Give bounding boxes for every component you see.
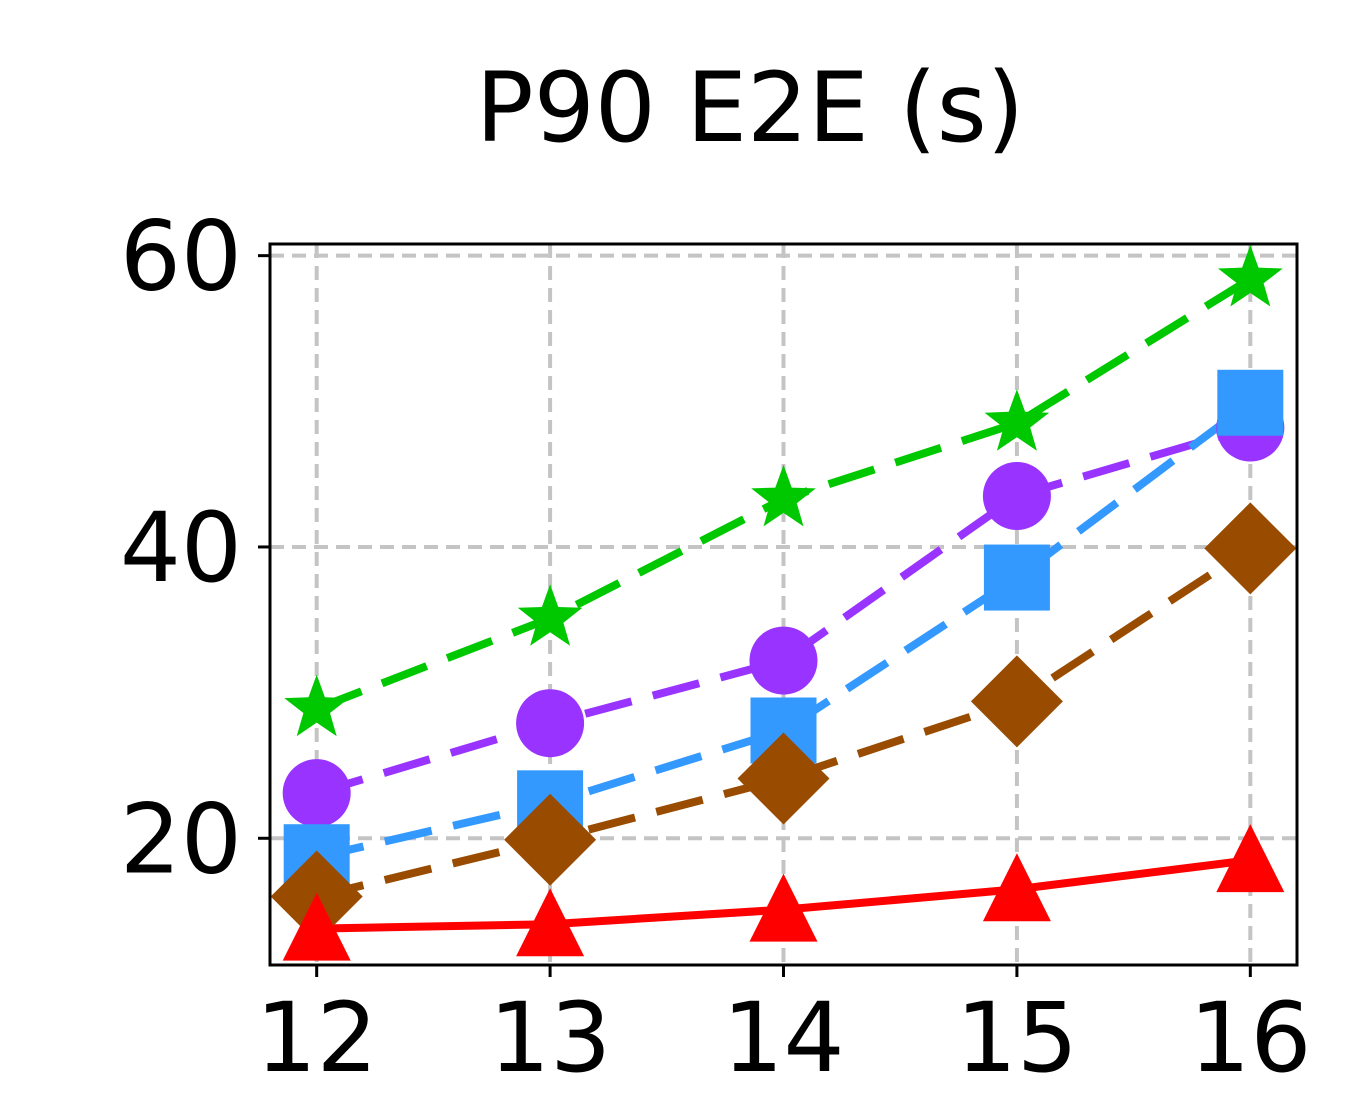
y-tick-label-40: 40: [120, 492, 242, 604]
series-0-point-14: [751, 464, 816, 527]
chart-title: P90 E2E (s): [475, 52, 1025, 164]
series-0-point-16: [1218, 245, 1283, 307]
series-0-point-13: [517, 584, 583, 646]
series-2-line: [315, 399, 1253, 862]
series-1-line: [315, 423, 1252, 797]
series-3-line: [315, 545, 1253, 901]
series-3-point-15: [970, 655, 1063, 748]
series-2-point-16: [1217, 369, 1284, 436]
series-3-point-16: [1204, 502, 1297, 595]
series-4-point-14: [749, 873, 818, 942]
x-tick-label-13: 13: [489, 982, 611, 1094]
x-tick-label-12: 12: [256, 982, 378, 1094]
series-1-point-14: [749, 626, 818, 695]
x-tick-label-15: 15: [956, 982, 1078, 1094]
y-tick-label-60: 60: [120, 201, 242, 313]
series-4-point-12: [282, 892, 351, 961]
series-2-point-15: [983, 544, 1050, 611]
series-0-point-15: [984, 389, 1050, 451]
x-tick-label-16: 16: [1189, 982, 1311, 1094]
series-3-point-13: [504, 793, 597, 886]
series-1-point-12: [282, 759, 351, 828]
x-tick-label-14: 14: [722, 982, 844, 1094]
series-1-point-15: [982, 461, 1051, 530]
series-1-point-13: [516, 689, 585, 758]
series-4-point-13: [516, 888, 585, 957]
y-tick-label-20: 20: [120, 783, 242, 895]
series-3-point-14: [737, 732, 830, 825]
series-0-point-12: [284, 674, 349, 737]
series-4-point-16: [1216, 824, 1285, 893]
series-4-point-15: [982, 853, 1051, 922]
